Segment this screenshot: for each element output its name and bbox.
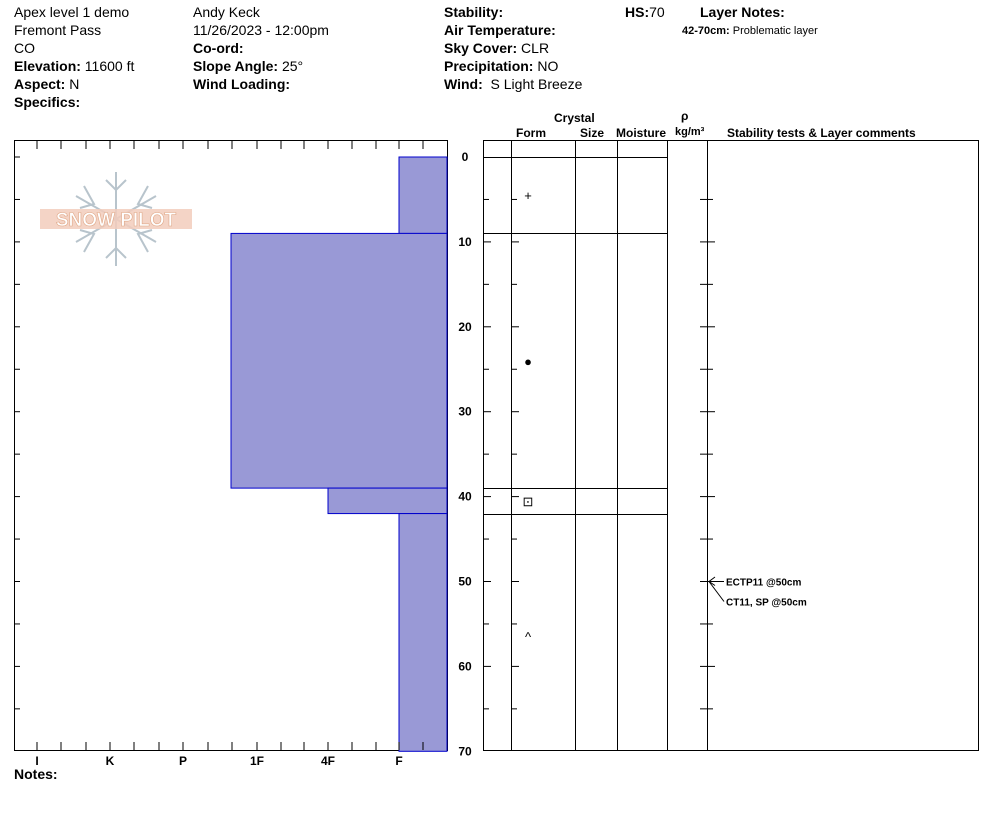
sky-cover-label: Sky Cover: (444, 40, 518, 56)
logo-text: SNOW PILOT (56, 210, 177, 231)
density-unit: kg/m³ (675, 126, 705, 138)
precipitation-label: Precipitation: (444, 58, 534, 74)
hs-label: HS: (625, 4, 650, 20)
stability-test-1: CT11, SP @50cm (726, 598, 807, 609)
hardness-bar-1 (230, 232, 448, 489)
layer-note-text: Problematic layer (732, 25, 818, 37)
wind-value: S Light Breeze (490, 76, 583, 92)
hardness-label-I: I (35, 754, 38, 768)
depth-label-40: 40 (458, 490, 472, 504)
hardness-label-P: P (179, 754, 187, 768)
size-header: Size (580, 126, 605, 140)
layer-notes-label: Layer Notes: (700, 4, 785, 20)
grain-form-symbol-0: + (524, 188, 532, 203)
snowpilot-logo: SNOW PILOT (40, 172, 192, 266)
depth-label-0: 0 (462, 150, 469, 164)
layer-note-range: 42-70cm: (682, 25, 730, 37)
hardness-label-1F: 1F (250, 754, 264, 768)
slope-angle: Slope Angle: 25° (193, 57, 303, 75)
elevation-label: Elevation: (14, 58, 81, 74)
precipitation-value: NO (537, 58, 559, 74)
depth-label-10: 10 (458, 235, 472, 249)
elevation: Elevation: 11600 ft (14, 57, 134, 75)
moisture-header: Moisture (616, 126, 667, 140)
hardness-label-K: K (106, 754, 115, 768)
aspect-label: Aspect: (14, 76, 66, 92)
state: CO (14, 40, 35, 56)
observation-datetime: 11/26/2023 - 12:00pm (193, 22, 329, 38)
grain-form-symbol-3: ^ (525, 630, 532, 645)
wind: Wind: S Light Breeze (444, 75, 582, 93)
slope-angle-label: Slope Angle: (193, 58, 279, 74)
wind-loading-label: Wind Loading: (193, 76, 291, 92)
sky-cover-value: CLR (521, 40, 550, 56)
hardness-label-4F: 4F (321, 754, 335, 768)
stability-arrow-icon (708, 576, 716, 586)
air-temperature-label: Air Temperature: (444, 22, 556, 38)
hardness-label-F: F (395, 754, 402, 768)
hs: HS:70 (625, 3, 665, 21)
stability-label: Stability: (444, 4, 504, 20)
layer-note: 42-70cm: Problematic layer (682, 22, 818, 40)
stability-comments-header: Stability tests & Layer comments (727, 126, 916, 140)
precipitation: Precipitation: NO (444, 57, 558, 75)
coord-label: Co-ord: (193, 40, 244, 56)
site-name: Apex level 1 demo (14, 4, 130, 20)
depth-label-60: 60 (458, 659, 472, 673)
density-symbol: ρ (681, 109, 689, 123)
layer-table-frame (483, 140, 979, 751)
stability-test-leader-1 (708, 581, 725, 602)
observer-name: Andy Keck (193, 4, 260, 20)
grain-form-symbol-1: ● (524, 354, 532, 369)
specifics-label: Specifics: (14, 94, 81, 110)
depth-label-70: 70 (458, 744, 472, 758)
grain-form-symbol-2: ⊡ (523, 494, 534, 509)
elevation-value: 11600 ft (84, 58, 135, 74)
hardness-bar-3 (398, 513, 448, 752)
depth-label-50: 50 (458, 575, 472, 589)
aspect-value: N (69, 76, 80, 92)
crystal-header: Crystal (554, 111, 595, 125)
notes-label: Notes: (14, 766, 58, 782)
hs-value: 70 (649, 4, 665, 20)
depth-label-20: 20 (458, 320, 472, 334)
slope-angle-value: 25° (281, 58, 304, 74)
location: Fremont Pass (14, 22, 102, 38)
wind-label: Wind: (444, 76, 483, 92)
depth-label-30: 30 (458, 405, 472, 419)
form-header: Form (516, 126, 546, 140)
aspect: Aspect: N (14, 75, 79, 93)
hardness-bar-0 (398, 156, 448, 234)
hardness-bar-2 (327, 487, 448, 515)
stability-test-0: ECTP11 @50cm (726, 578, 801, 589)
sky-cover: Sky Cover: CLR (444, 39, 549, 57)
